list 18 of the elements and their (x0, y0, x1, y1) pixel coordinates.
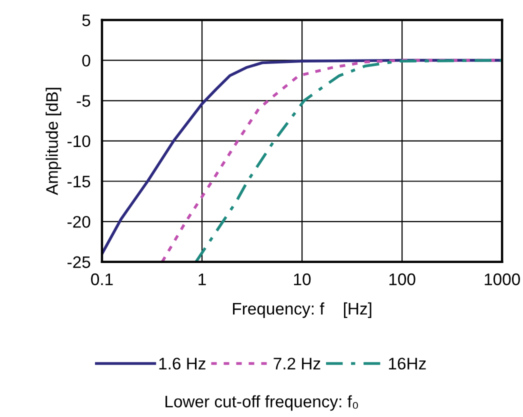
y-tick-label: -20 (68, 216, 90, 228)
x-tick-label: 1 (198, 274, 206, 286)
y-tick-label: 0 (82, 54, 90, 67)
legend-title: Lower cut-off frequency: f₀ (166, 395, 358, 411)
legend-label: 16Hz (388, 358, 426, 370)
x-tick-label: 10 (294, 273, 311, 286)
x-tick-label: 0.1 (91, 273, 113, 286)
legend-label: 1.6 Hz (159, 358, 206, 370)
x-axis-title: Frequency: f [Hz] (233, 302, 372, 318)
y-tick-label: 5 (82, 14, 90, 26)
y-tick-label: -10 (68, 135, 90, 148)
legend-label: 7.2 Hz (274, 358, 320, 370)
y-axis-title: Amplitude [dB] (46, 88, 62, 196)
y-tick-label: -15 (68, 176, 90, 188)
x-tick-label: 1000 (484, 273, 520, 286)
x-tick-label: 100 (389, 273, 416, 286)
y-tick-label: -25 (68, 256, 90, 268)
y-tick-label: -5 (76, 95, 90, 107)
